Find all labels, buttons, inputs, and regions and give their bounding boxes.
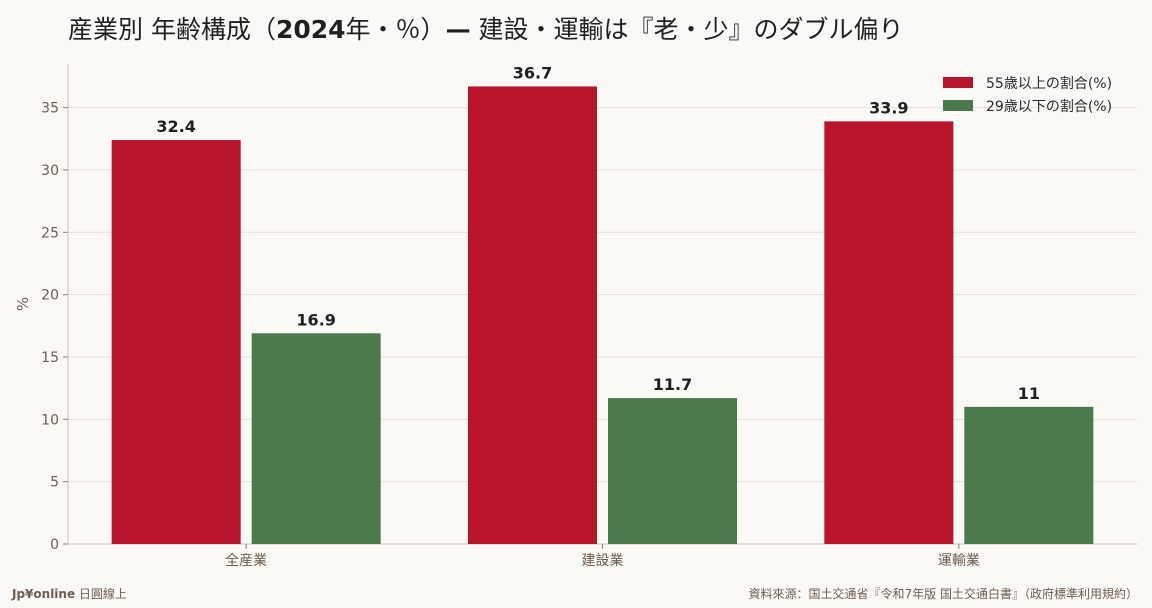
bar <box>608 398 737 544</box>
y-tick-label: 35 <box>41 101 59 117</box>
title-part3: 建設・運輸は『老・少』のダブル偏り <box>470 15 904 44</box>
brand-name: Jp¥online <box>12 587 76 601</box>
bar-value-label: 16.9 <box>296 310 335 329</box>
y-tick-label: 15 <box>41 350 59 366</box>
bar-value-label: 32.4 <box>156 117 195 136</box>
x-tick-label: 運輸業 <box>938 553 980 569</box>
y-tick-label: 0 <box>50 537 59 553</box>
bar-value-label: 33.9 <box>869 98 908 117</box>
legend-label: 55歳以上の割合(%) <box>986 75 1112 92</box>
legend-swatch <box>943 77 973 88</box>
legend-swatch <box>943 100 973 111</box>
bar <box>111 140 241 544</box>
title-dash: — <box>445 15 471 44</box>
bar <box>964 406 1094 544</box>
y-tick-label: 30 <box>41 163 59 179</box>
bar-value-label: 11.7 <box>653 375 692 394</box>
y-tick-label: 20 <box>41 288 59 304</box>
bar <box>824 121 954 544</box>
title-year: 2024 <box>275 15 346 44</box>
bar <box>251 333 381 544</box>
title-part1: 産業別 年齢構成（ <box>68 15 276 44</box>
legend-label: 29歳以下の割合(%) <box>986 98 1112 115</box>
bar <box>468 86 597 544</box>
y-tick-label: 25 <box>41 225 59 241</box>
y-axis-label: % <box>14 297 32 311</box>
title-part2: 年・％） <box>345 15 446 44</box>
footer-brand: Jp¥online 日圓線上 <box>12 585 127 602</box>
x-tick-label: 建設業 <box>582 553 624 569</box>
y-tick-label: 5 <box>50 475 59 491</box>
x-tick-label: 全産業 <box>225 552 267 569</box>
bar-value-label: 36.7 <box>513 63 552 82</box>
y-tick-label: 10 <box>41 412 59 428</box>
brand-suffix: 日圓線上 <box>75 587 127 601</box>
bar-value-label: 11 <box>1018 384 1040 403</box>
footer-source: 資料來源：国土交通省『令和7年版 国土交通白書』（政府標準利用規約） <box>748 587 1138 601</box>
chart-title: 産業別 年齢構成（2024年・％）— 建設・運輸は『老・少』のダブル偏り <box>68 10 904 46</box>
